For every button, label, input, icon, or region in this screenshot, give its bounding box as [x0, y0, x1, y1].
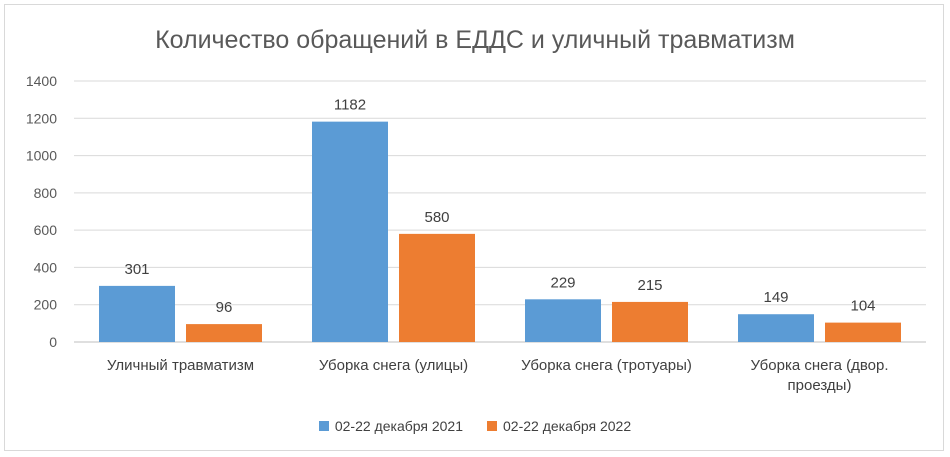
bar-2021-3	[738, 314, 814, 342]
legend-item: 02-22 декабря 2021	[318, 418, 463, 434]
data-label: 104	[850, 298, 875, 315]
data-label: 580	[424, 209, 449, 226]
gridlines	[74, 80, 926, 343]
chart-title: Количество обращений в ЕДДС и уличный тр…	[155, 26, 795, 54]
y-axis-labels: 0 200 400 600 800 1000 1200 1400	[26, 73, 57, 350]
category-label: проезды)	[788, 377, 852, 394]
y-tick-label: 600	[34, 222, 58, 238]
bars	[99, 121, 901, 343]
bar-2021-2	[525, 299, 601, 342]
category-label: Уборка снега (двор.	[750, 357, 888, 374]
bar-2022-3	[825, 322, 901, 342]
category-label: Уборка снега (улицы)	[319, 357, 468, 374]
legend-swatch	[487, 421, 497, 431]
data-label: 301	[124, 261, 149, 278]
legend-item: 02-22 декабря 2022	[487, 418, 631, 434]
y-tick-label: 1200	[26, 110, 57, 126]
bar-2022-1	[399, 233, 475, 342]
y-tick-label: 800	[34, 185, 58, 201]
data-label: 1182	[334, 97, 366, 114]
data-label: 215	[637, 277, 662, 294]
bar-2022-2	[612, 301, 688, 342]
bar-2022-0	[186, 324, 262, 342]
y-tick-label: 400	[34, 259, 58, 275]
data-labels: 301 96 1182 580 229 215 149 104	[124, 97, 875, 316]
data-label: 149	[763, 289, 788, 306]
chart-frame	[4, 4, 944, 451]
data-label: 229	[550, 274, 575, 291]
legend: 02-22 декабря 2021 02-22 декабря 2022	[0, 418, 950, 434]
y-tick-label: 200	[34, 297, 58, 313]
x-axis-labels: Уличный травматизм Уборка снега (улицы) Уб…	[107, 357, 889, 394]
y-tick-label: 1400	[26, 73, 57, 89]
category-label: Уличный травматизм	[107, 357, 254, 374]
legend-label: 02-22 декабря 2021	[334, 418, 463, 434]
bar-2021-1	[312, 121, 388, 343]
data-label: 96	[216, 299, 233, 316]
legend-swatch	[318, 421, 329, 431]
legend-label: 02-22 декабря 2022	[503, 418, 632, 434]
y-tick-label: 1000	[26, 148, 57, 164]
bar-2021-0	[99, 285, 175, 342]
category-label: Уборка снега (тротуары)	[521, 357, 692, 374]
y-tick-label: 0	[49, 334, 57, 350]
